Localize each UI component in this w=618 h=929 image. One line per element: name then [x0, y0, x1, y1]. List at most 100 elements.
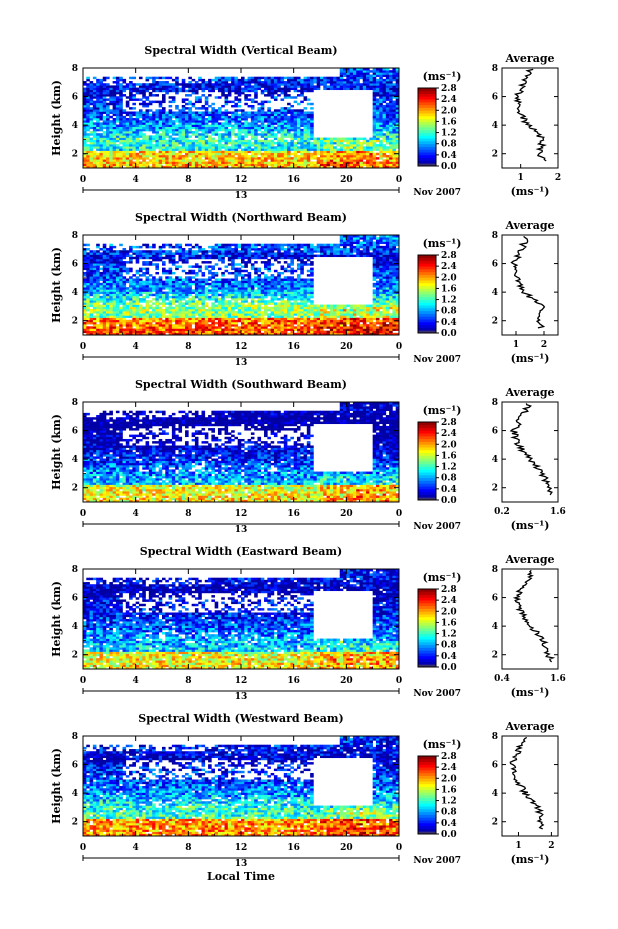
y-tick-label: 2 [72, 484, 78, 494]
x-tick-label: 20 [340, 175, 353, 185]
colorbar-frame [417, 755, 437, 835]
colorbar-tick-label: 0.0 [441, 663, 457, 673]
profile-line [510, 235, 546, 329]
y-tick-label: 4 [72, 789, 78, 799]
panel-2: Spectral Width (Southward Beam) 2 4 6 8 Heigh… [50, 378, 566, 535]
x-tick-label: 12 [235, 175, 248, 185]
colorbar-bands [418, 88, 436, 167]
colorbar-frame [417, 87, 437, 167]
profile-y-tick-label: 4 [492, 789, 498, 799]
colorbar-tick-label: 0.4 [441, 151, 457, 161]
y-axis-label: Height (km) [50, 80, 63, 156]
y-tick-label: 6 [72, 761, 78, 771]
profile-title: Average [504, 386, 554, 399]
profile-frame [501, 234, 559, 336]
profile-x-tick-label: 2 [541, 340, 547, 350]
x-tick-label: 16 [287, 676, 300, 686]
x-tick-label: 8 [185, 175, 191, 185]
colorbar-tick-label: 2.4 [441, 95, 457, 105]
chart-title: Spectral Width (Westward Beam) [138, 712, 343, 725]
chart-title: Spectral Width (Eastward Beam) [140, 545, 342, 558]
profile-title: Average [504, 219, 554, 232]
colorbar-tick-label: 2.4 [441, 763, 457, 773]
day-label: 13 [235, 358, 248, 368]
profile-y-tick-label: 8 [492, 398, 498, 408]
colorbar-unit: (ms⁻¹) [423, 571, 462, 584]
colorbar-tick-label: 1.6 [441, 785, 457, 795]
date-label: Nov 2007 [413, 188, 461, 198]
profile-y-tick-label: 4 [492, 622, 498, 632]
x-tick-label: 16 [287, 342, 300, 352]
x-tick-label: 16 [287, 843, 300, 853]
x-tick-label: 16 [287, 509, 300, 519]
y-tick-label: 6 [72, 260, 78, 270]
profile-y-tick-label: 8 [492, 64, 498, 74]
colorbar-bands [418, 255, 436, 334]
colorbar-tick-label: 1.2 [441, 129, 457, 139]
colorbar-unit: (ms⁻¹) [423, 404, 462, 417]
x-tick-label: 0 [80, 676, 86, 686]
colorbar-tick-label: 0.4 [441, 652, 457, 662]
colorbar-tick-label: 0.0 [441, 496, 457, 506]
profile-y-tick-label: 2 [492, 651, 498, 661]
profile-title: Average [504, 52, 554, 65]
colorbar-tick-label: 0.4 [441, 485, 457, 495]
profile-unit: (ms⁻¹) [511, 853, 550, 866]
profile-x-tick-label: 2 [548, 841, 554, 851]
y-tick-label: 8 [72, 231, 78, 241]
x-tick-label: 12 [235, 509, 248, 519]
colorbar-tick-label: 1.6 [441, 451, 457, 461]
profile-y-tick-label: 8 [492, 231, 498, 241]
profile-x-tick-label: 1.6 [550, 507, 566, 517]
profile-x-tick-label: 0.2 [494, 507, 510, 517]
profile-x-tick-label: 2 [555, 173, 561, 183]
x-axis-label: Local Time [207, 870, 275, 883]
heatmap-cells [83, 736, 400, 837]
colorbar-tick-label: 2.4 [441, 429, 457, 439]
colorbar-tick-label: 0.8 [441, 307, 457, 317]
colorbar-tick-label: 0.4 [441, 819, 457, 829]
colorbar-tick-label: 1.6 [441, 618, 457, 628]
profile-line [509, 736, 545, 830]
x-tick-label: 0 [80, 509, 86, 519]
x-tick-label: 0 [396, 676, 402, 686]
profile-x-tick-label: 1 [515, 841, 521, 851]
y-tick-label: 8 [72, 398, 78, 408]
colorbar-tick-label: 2.0 [441, 273, 457, 283]
y-tick-label: 6 [72, 93, 78, 103]
colorbar-unit: (ms⁻¹) [423, 237, 462, 250]
profile-y-tick-label: 2 [492, 317, 498, 327]
colorbar-tick-label: 0.8 [441, 474, 457, 484]
y-tick-label: 2 [72, 317, 78, 327]
y-tick-label: 4 [72, 121, 78, 131]
profile-x-tick-label: 1 [513, 340, 519, 350]
y-axis-label: Height (km) [50, 748, 63, 824]
colorbar-tick-label: 2.8 [441, 585, 457, 595]
x-tick-label: 0 [80, 175, 86, 185]
profile-y-tick-label: 8 [492, 732, 498, 742]
colorbar-tick-label: 2.0 [441, 106, 457, 116]
profile-frame [501, 401, 559, 503]
date-label: Nov 2007 [413, 355, 461, 365]
profile-y-tick-label: 8 [492, 565, 498, 575]
colorbar-tick-label: 1.6 [441, 284, 457, 294]
colorbar-tick-label: 2.8 [441, 251, 457, 261]
profile-y-tick-label: 6 [492, 93, 498, 103]
colorbar-bands [418, 589, 436, 668]
y-axis-label: Height (km) [50, 247, 63, 323]
colorbar-tick-label: 0.8 [441, 808, 457, 818]
x-tick-label: 8 [185, 342, 191, 352]
x-tick-label: 4 [133, 676, 139, 686]
y-tick-label: 2 [72, 818, 78, 828]
y-tick-label: 2 [72, 150, 78, 160]
colorbar-unit: (ms⁻¹) [423, 70, 462, 83]
y-tick-label: 4 [72, 622, 78, 632]
profile-title: Average [504, 720, 554, 733]
x-tick-label: 20 [340, 843, 353, 853]
profile-unit: (ms⁻¹) [511, 352, 550, 365]
x-tick-label: 8 [185, 843, 191, 853]
x-tick-label: 20 [340, 509, 353, 519]
x-tick-label: 12 [235, 676, 248, 686]
profile-frame [501, 568, 559, 670]
profile-unit: (ms⁻¹) [511, 686, 550, 699]
